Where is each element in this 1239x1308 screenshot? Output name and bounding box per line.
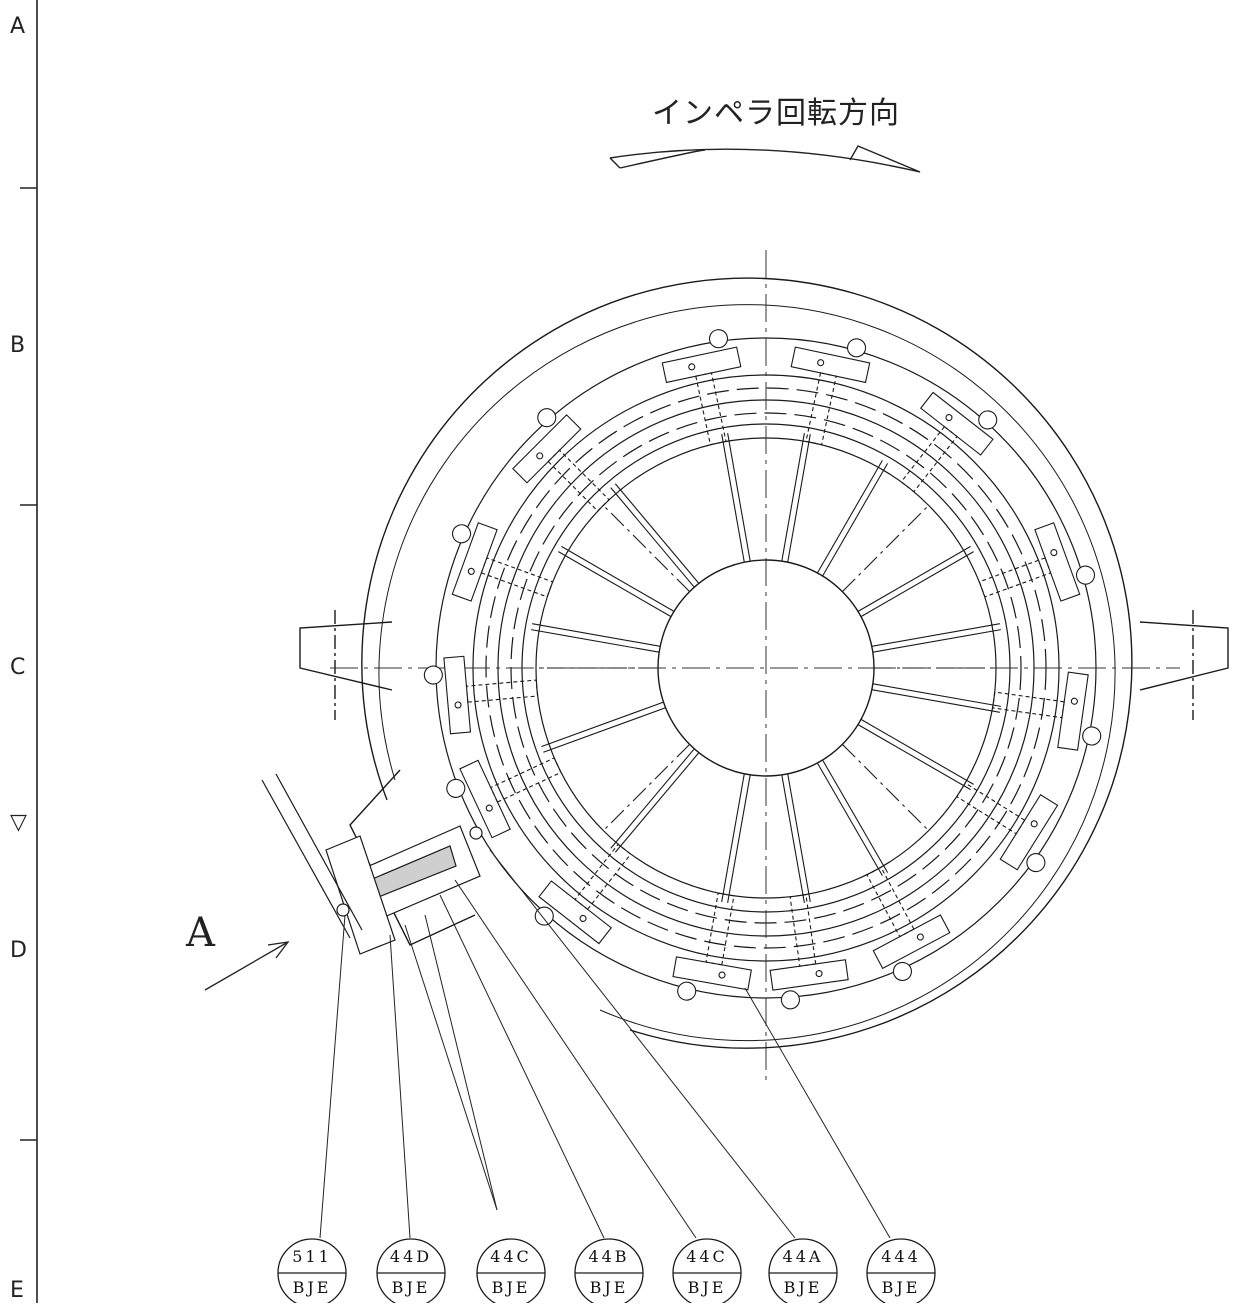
spoke-line [543, 707, 666, 753]
spoke-line [614, 752, 700, 853]
callout-444: 444 BJE [866, 1238, 936, 1308]
zone-label-a: A [10, 14, 26, 39]
callout-44b: 44B BJE [574, 1238, 644, 1308]
clamp-block [451, 522, 554, 602]
spoke-centerline [601, 743, 691, 833]
spoke-line [727, 774, 751, 904]
callout-part-number: 44A [782, 1247, 824, 1266]
spoke-line [822, 463, 889, 577]
spoke-centerline [841, 743, 931, 833]
nozzle-assembly [261, 773, 483, 955]
callout-44d: 44D BJE [376, 1238, 446, 1308]
clamp-block [978, 522, 1096, 602]
spoke-line [721, 434, 745, 563]
zone-label-e: E [10, 1278, 24, 1303]
callout-code: BJE [783, 1278, 823, 1297]
spoke-line [530, 629, 660, 653]
callout-part-number: 44B [588, 1247, 630, 1266]
spoke-line [721, 773, 745, 902]
clamp-block [956, 782, 1059, 873]
spoke-line [558, 551, 672, 618]
view-a-label: A [186, 910, 215, 956]
zone-label-c: C [10, 655, 26, 680]
spoke-line [610, 748, 695, 849]
impeller-spokes [530, 432, 1002, 904]
zone-label-b: B [10, 333, 26, 358]
spoke-line [860, 551, 974, 618]
spoke-centerline [841, 503, 931, 593]
callout-code: BJE [881, 1278, 921, 1297]
spoke-line [871, 623, 1000, 647]
clamp-block [992, 671, 1102, 751]
peripheral-blocks [423, 329, 1102, 1010]
clamp-block [790, 338, 871, 446]
spoke-line [816, 762, 883, 876]
callout-code: BJE [687, 1278, 727, 1297]
callout-44a: 44A BJE [768, 1238, 838, 1308]
zone-label-mark: ▽ [10, 810, 27, 835]
callout-code: BJE [391, 1278, 431, 1297]
spoke-line [787, 773, 811, 902]
rotation-arrow [609, 145, 921, 173]
callout-44c-second: 44C BJE [672, 1238, 742, 1308]
zone-label-d: D [10, 938, 27, 963]
callout-part-number: 44D [389, 1247, 433, 1266]
view-arrow [204, 941, 290, 991]
clamp-block [866, 866, 951, 982]
spoke-line [822, 759, 889, 873]
spoke-line [872, 683, 1002, 707]
spoke-line [857, 724, 971, 791]
clamp-block [900, 391, 998, 493]
callout-part-number: 511 [292, 1247, 332, 1266]
spoke-line [727, 432, 751, 562]
spoke-line [532, 623, 661, 647]
callout-code: BJE [292, 1278, 332, 1297]
clamp-block [769, 894, 849, 1010]
clamp-block [423, 655, 539, 735]
clamp-block [512, 408, 610, 512]
callout-code: BJE [491, 1278, 531, 1297]
callout-circles [277, 1238, 936, 1303]
clamp-block [661, 329, 742, 446]
spoke-line [781, 432, 805, 562]
clamp-block [534, 843, 632, 945]
spoke-line [614, 483, 700, 584]
spoke-line [857, 545, 971, 612]
spoke-line [781, 774, 805, 904]
callout-part-number: 44C [490, 1247, 532, 1266]
center-lines [330, 250, 1180, 1085]
spoke-line [610, 487, 695, 588]
spoke-line [541, 701, 664, 748]
callout-part-number: 44C [686, 1247, 728, 1266]
callout-part-number: 444 [881, 1247, 921, 1266]
spoke-line [871, 689, 1000, 713]
outer-casing [299, 277, 1229, 1049]
rotation-direction-label: インペラ回転方向 [652, 96, 900, 131]
spoke-line [561, 545, 675, 612]
spoke-line [816, 460, 883, 574]
spoke-line [872, 629, 1002, 653]
leader-lines [319, 849, 891, 1239]
clamp-block [672, 892, 752, 1001]
spoke-line [787, 434, 811, 563]
zone-rail [20, 0, 38, 1303]
callout-code: BJE [589, 1278, 629, 1297]
callout-511: 511 BJE [277, 1238, 347, 1308]
spoke-line [860, 718, 974, 785]
clamp-block [446, 757, 562, 839]
spoke-centerline [601, 503, 691, 593]
callout-44c-first: 44C BJE [476, 1238, 546, 1308]
